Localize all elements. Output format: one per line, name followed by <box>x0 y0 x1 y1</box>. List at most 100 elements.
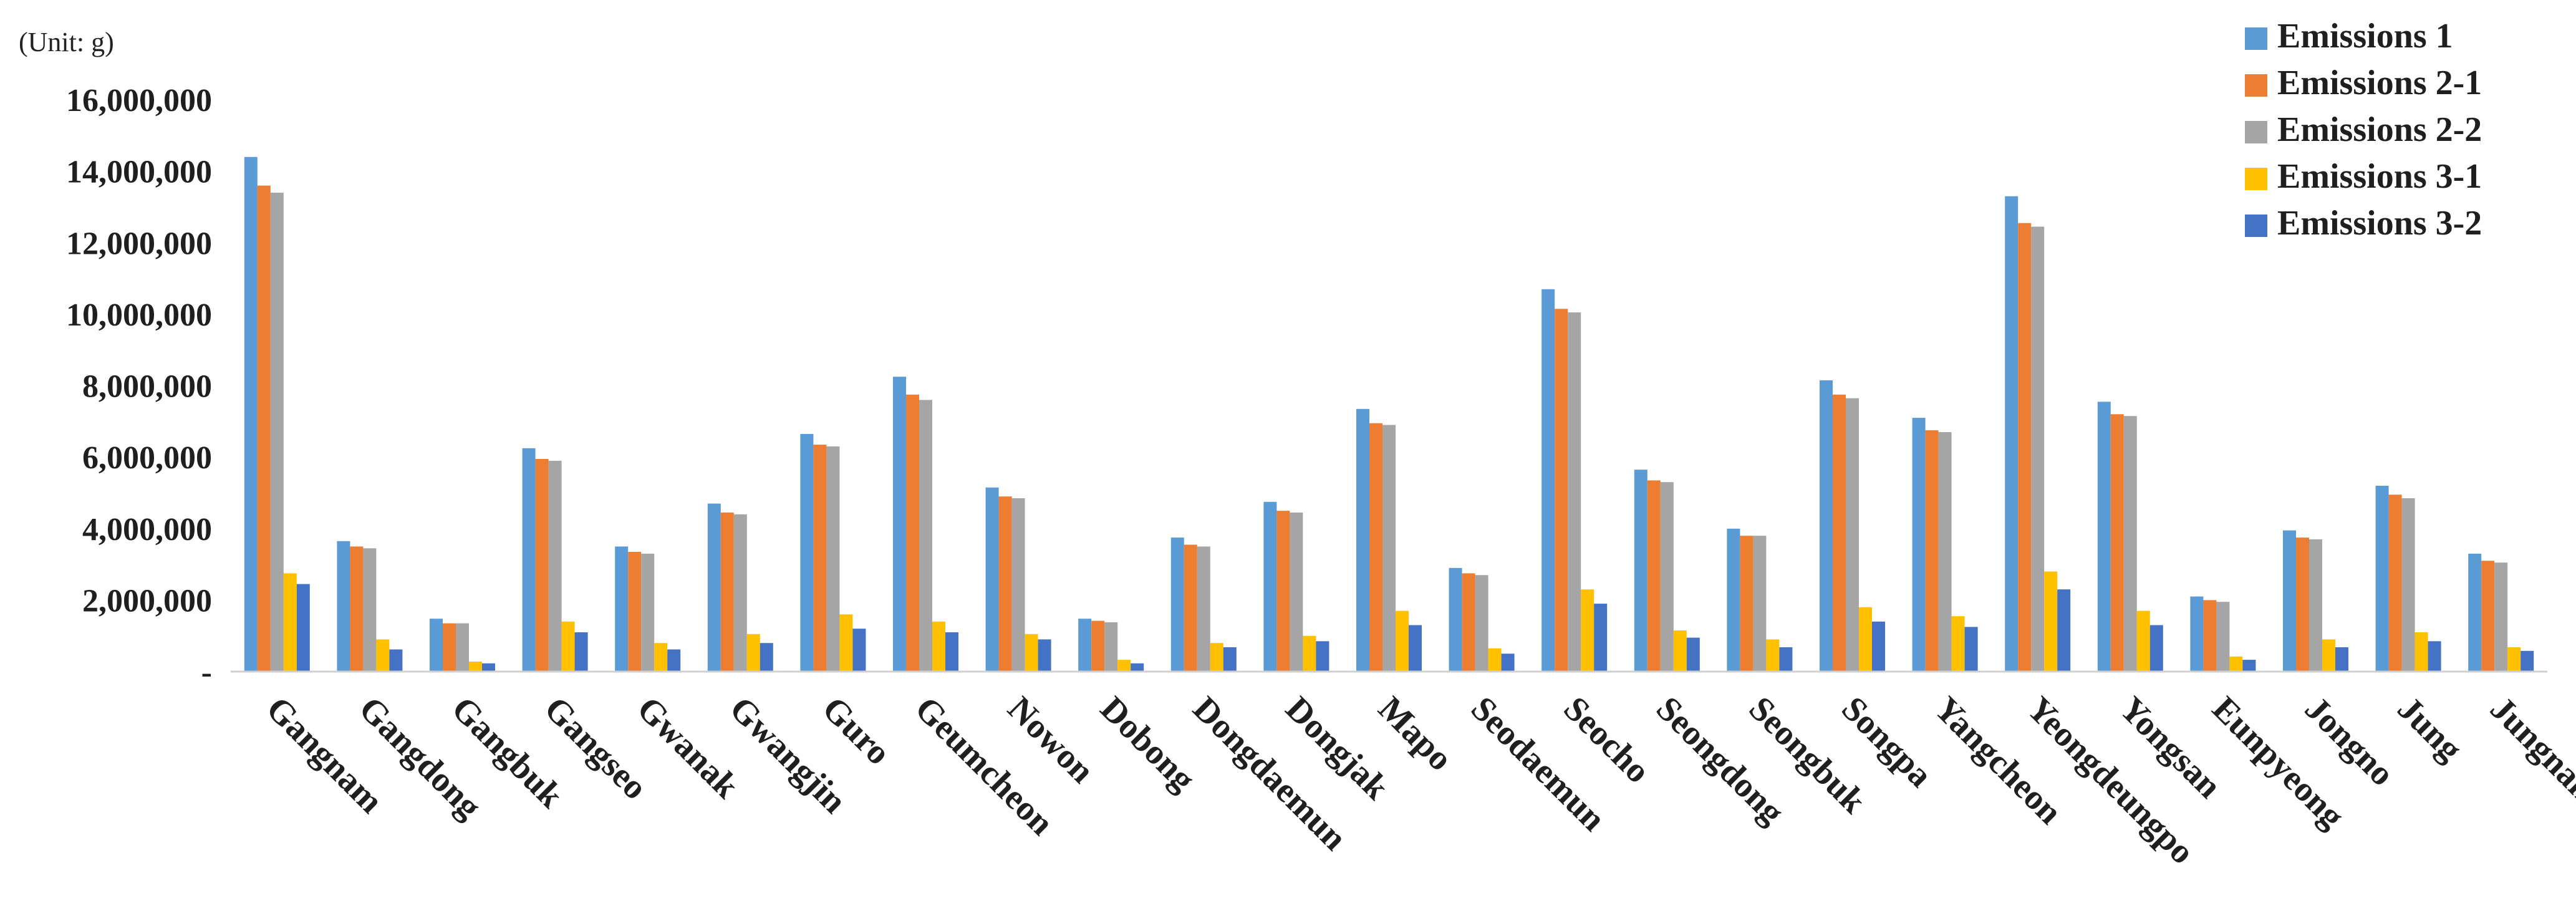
bar <box>615 546 629 672</box>
bar <box>1555 309 1568 672</box>
bar <box>1779 647 1793 672</box>
y-tick-label: 12,000,000 <box>66 226 212 261</box>
bar <box>1078 619 1092 672</box>
legend: Emissions 1 Emissions 2-1 Emissions 2-2 Emi… <box>2245 17 2482 243</box>
bar <box>2335 647 2348 672</box>
bar <box>522 448 536 672</box>
bar <box>1938 432 1952 672</box>
bar <box>1263 501 1277 672</box>
bar <box>1316 641 1329 672</box>
y-tick-label: 6,000,000 <box>82 440 212 476</box>
y-tick-label: 10,000,000 <box>66 297 212 333</box>
bar <box>1409 625 1422 672</box>
bar <box>1170 538 1184 672</box>
bar <box>1753 536 1767 672</box>
bar <box>1766 639 1780 672</box>
x-tick-label: Dobong <box>1093 689 1203 799</box>
bar <box>800 433 814 672</box>
bar <box>1647 480 1661 672</box>
bar <box>2097 402 2111 672</box>
bar <box>482 663 495 672</box>
bar <box>296 584 310 672</box>
bar <box>720 513 734 672</box>
y-tick-label: 14,000,000 <box>66 155 212 190</box>
bar <box>1396 610 1409 672</box>
bar <box>548 460 562 672</box>
bar <box>919 400 932 672</box>
y-axis: - 2,000,000 4,000,000 6,000,000 8,000,000 10,… <box>66 83 212 690</box>
legend-label: Emissions 2-1 <box>2277 64 2482 102</box>
bar <box>2507 647 2521 672</box>
bar <box>574 632 588 672</box>
bar <box>1356 408 1369 672</box>
bar <box>2481 561 2495 672</box>
bar <box>1501 653 1515 672</box>
bar <box>628 552 642 672</box>
legend-label: Emissions 2-2 <box>2277 110 2482 149</box>
bar <box>1581 589 1594 672</box>
bar <box>443 623 456 672</box>
bar <box>1117 660 1131 672</box>
bar <box>641 553 655 672</box>
bar <box>561 621 575 672</box>
bar <box>1568 312 1581 672</box>
bar <box>2190 596 2204 672</box>
bar <box>1382 425 1396 672</box>
bar <box>2309 539 2322 672</box>
bar <box>283 573 297 672</box>
bar <box>2494 562 2508 672</box>
bar <box>1462 573 1475 672</box>
legend-swatch <box>2245 121 2267 143</box>
bar <box>270 193 284 672</box>
bar <box>1011 498 1025 672</box>
bar <box>376 639 390 672</box>
bar <box>469 662 482 672</box>
legend-label: Emissions 1 <box>2277 17 2453 55</box>
bar <box>350 546 364 672</box>
bar <box>1594 604 1608 672</box>
bar <box>893 377 906 672</box>
bar <box>1475 575 1488 672</box>
bar <box>1091 620 1105 672</box>
bar <box>456 623 469 672</box>
bar <box>839 614 853 672</box>
bar <box>363 548 377 672</box>
bar <box>1449 567 1462 672</box>
bar <box>2283 530 2296 672</box>
y-tick-label: 2,000,000 <box>82 583 212 619</box>
bar <box>852 629 866 672</box>
bar <box>906 394 919 672</box>
bars-group <box>244 157 2534 672</box>
x-tick-label: Jung <box>2390 689 2469 768</box>
bar <box>1634 470 1647 672</box>
bar <box>1833 394 1846 672</box>
bar <box>1660 482 1674 672</box>
bar <box>2031 226 2045 672</box>
bar <box>2044 571 2058 672</box>
legend-swatch <box>2245 215 2267 237</box>
bar <box>2388 494 2402 672</box>
bar <box>1223 647 1237 672</box>
bar <box>2401 498 2415 672</box>
bar <box>1925 430 1939 672</box>
bar <box>1686 637 1700 672</box>
bar <box>813 445 827 672</box>
y-tick-label: - <box>201 655 212 690</box>
bar <box>2149 625 2163 672</box>
bar <box>667 649 681 672</box>
bar <box>1369 423 1382 672</box>
y-tick-label: 4,000,000 <box>82 512 212 547</box>
bar <box>1197 546 1210 672</box>
x-axis: GangnamGangdongGangbukGangseoGwanakGwang… <box>259 689 2576 872</box>
legend-swatch <box>2245 168 2267 190</box>
y-tick-label: 8,000,000 <box>82 369 212 405</box>
bar <box>2242 660 2256 672</box>
bar <box>733 514 747 672</box>
bar <box>535 459 549 672</box>
legend-swatch <box>2245 27 2267 50</box>
bar <box>2216 602 2230 672</box>
x-tick-label: Yeongdeungpo <box>2020 689 2202 872</box>
x-tick-label: Guro <box>815 689 898 772</box>
